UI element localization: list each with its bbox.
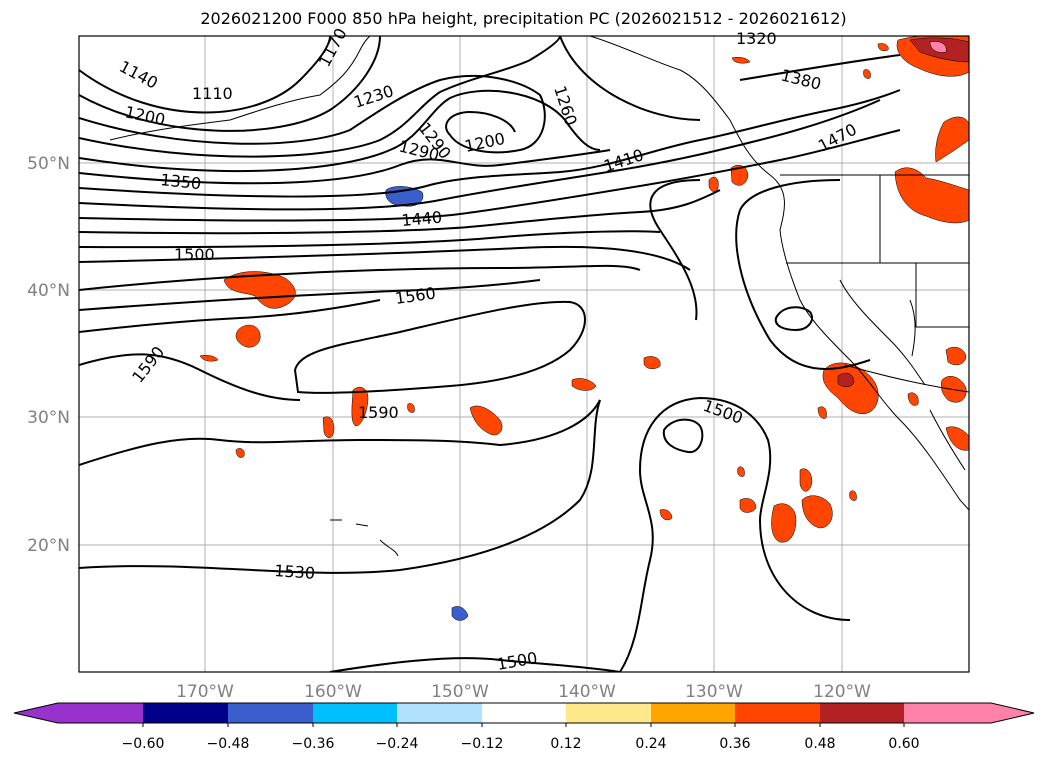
lat-label-30n: 30°N bbox=[27, 408, 70, 428]
colorbar-tick-label: −0.36 bbox=[292, 736, 335, 752]
colorbar-outline bbox=[13, 702, 1035, 724]
colorbar-tick-label: −0.12 bbox=[461, 736, 504, 752]
colorbar-tick-label: 0.36 bbox=[719, 736, 750, 752]
colorbar-tick-label: −0.60 bbox=[122, 736, 165, 752]
contour-label: 1440 bbox=[401, 208, 443, 230]
colorbar-tick-marks bbox=[142, 723, 905, 727]
contour-label: 1530 bbox=[274, 561, 316, 583]
precipitation-areas bbox=[199, 36, 969, 621]
colorbar-tick-label: 0.12 bbox=[550, 736, 581, 752]
colorbar-tick-labels: −0.60 −0.48 −0.36 −0.24 −0.12 0.12 0.24 … bbox=[122, 736, 920, 752]
colorbar-bin bbox=[228, 703, 313, 723]
colorbar-bin bbox=[143, 703, 228, 723]
colorbar-tick-label: −0.24 bbox=[376, 736, 419, 752]
lon-label-160w: 160°W bbox=[304, 682, 362, 702]
lat-label-50n: 50°N bbox=[27, 154, 70, 174]
lon-label-120w: 120°W bbox=[813, 682, 871, 702]
colorbar-tick-label: −0.48 bbox=[207, 736, 250, 752]
map-border bbox=[78, 35, 970, 673]
contour-label: 1110 bbox=[192, 84, 233, 103]
contour-label: 1320 bbox=[736, 29, 777, 48]
colorbar-bin bbox=[566, 703, 651, 723]
colorbar-tick-label: 0.48 bbox=[804, 736, 835, 752]
colorbar-bin bbox=[820, 703, 904, 723]
colorbar-tick-label: 0.60 bbox=[888, 736, 919, 752]
contour-label: 1350 bbox=[160, 170, 202, 193]
longitude-labels: 170°W 160°W 150°W 140°W 130°W 120°W bbox=[176, 682, 871, 702]
colorbar-bin bbox=[397, 703, 482, 723]
colorbar-bin bbox=[313, 703, 397, 723]
colorbar-under-triangle bbox=[14, 703, 58, 723]
colorbar-bin bbox=[651, 703, 735, 723]
lat-label-20n: 20°N bbox=[27, 536, 70, 556]
contour-label: 1590 bbox=[358, 403, 399, 422]
colorbar: −0.60 −0.48 −0.36 −0.24 −0.12 0.12 0.24 … bbox=[13, 702, 1035, 752]
coastlines bbox=[109, 36, 969, 557]
lon-label-140w: 140°W bbox=[558, 682, 616, 702]
lat-label-40n: 40°N bbox=[27, 281, 70, 301]
lon-label-130w: 130°W bbox=[685, 682, 743, 702]
colorbar-bin bbox=[482, 703, 566, 723]
latitude-labels: 50°N 40°N 30°N 20°N bbox=[27, 154, 70, 556]
colorbar-bin bbox=[904, 703, 991, 723]
map-title: 2026021200 F000 850 hPa height, precipit… bbox=[200, 9, 847, 28]
colorbar-over-triangle bbox=[991, 703, 1034, 723]
map-area bbox=[79, 36, 969, 672]
contour-label: 1500 bbox=[174, 245, 215, 264]
lon-label-150w: 150°W bbox=[431, 682, 489, 702]
lon-label-170w: 170°W bbox=[176, 682, 234, 702]
height-contours bbox=[79, 36, 901, 672]
colorbar-tick-label: 0.24 bbox=[635, 736, 666, 752]
colorbar-bin bbox=[58, 703, 143, 723]
colorbar-bin bbox=[735, 703, 820, 723]
